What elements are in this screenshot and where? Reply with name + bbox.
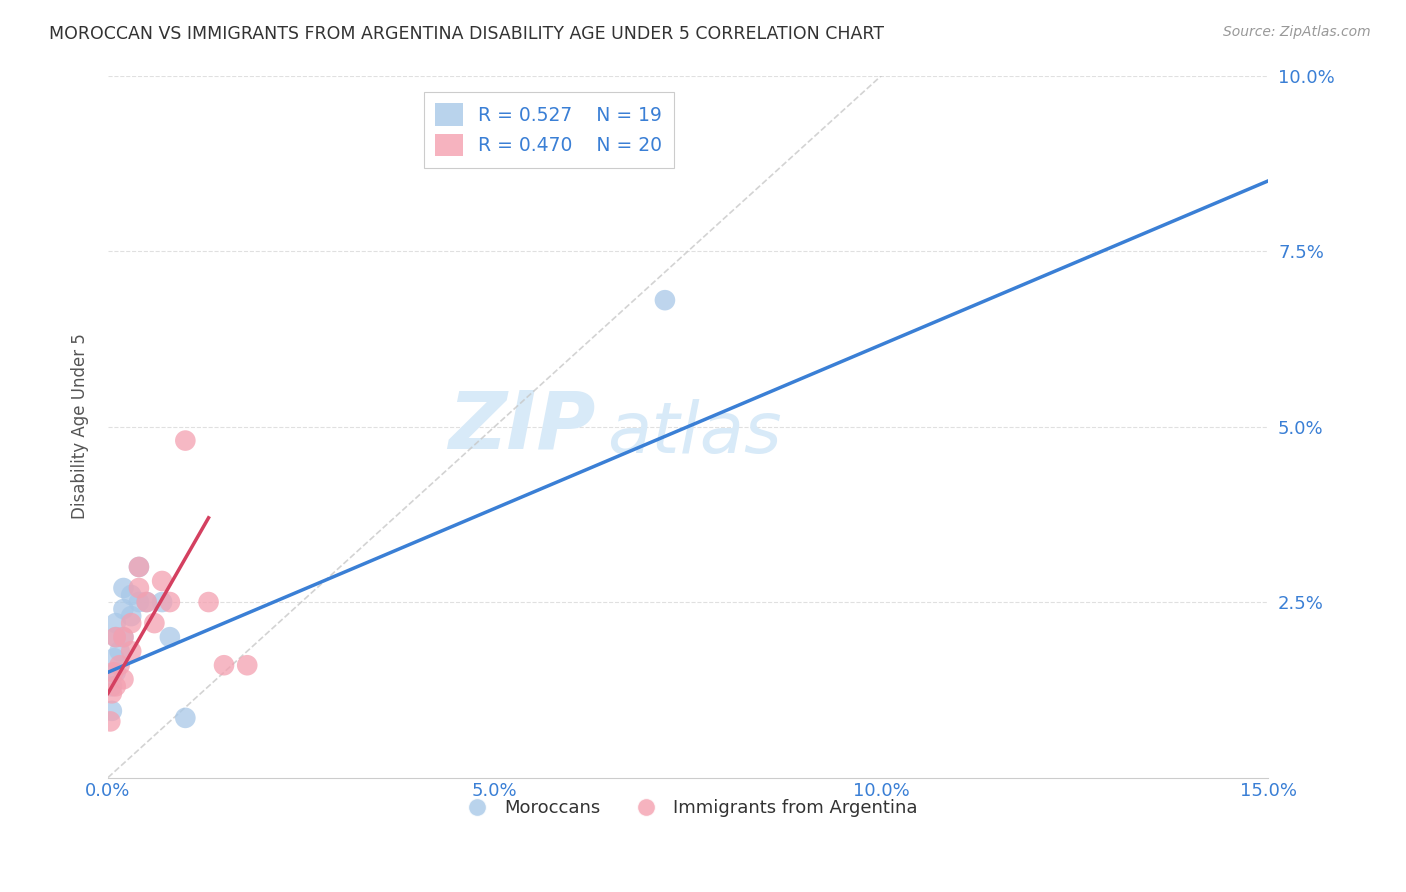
Point <box>112 630 135 644</box>
Point <box>128 560 150 574</box>
Point <box>101 686 124 700</box>
Point <box>112 581 135 595</box>
Point <box>150 595 173 609</box>
Point <box>159 630 181 644</box>
Point <box>120 609 142 624</box>
Point <box>120 588 142 602</box>
Point <box>98 714 121 729</box>
Text: ZIP: ZIP <box>449 387 595 466</box>
Point <box>128 595 150 609</box>
Text: Source: ZipAtlas.com: Source: ZipAtlas.com <box>1223 25 1371 39</box>
Point <box>120 644 142 658</box>
Point <box>101 679 124 693</box>
Point <box>112 630 135 644</box>
Point <box>654 293 676 308</box>
Point <box>108 644 131 658</box>
Point <box>143 616 166 631</box>
Point <box>174 711 197 725</box>
Text: atlas: atlas <box>607 399 782 468</box>
Point <box>108 658 131 673</box>
Point <box>104 665 127 680</box>
Point <box>128 581 150 595</box>
Point <box>159 595 181 609</box>
Point <box>104 616 127 631</box>
Point <box>103 665 125 680</box>
Point <box>101 704 124 718</box>
Legend: Moroccans, Immigrants from Argentina: Moroccans, Immigrants from Argentina <box>451 792 924 825</box>
Point <box>104 630 127 644</box>
Point <box>103 651 125 665</box>
Point <box>128 560 150 574</box>
Y-axis label: Disability Age Under 5: Disability Age Under 5 <box>72 334 89 519</box>
Point <box>112 602 135 616</box>
Point <box>104 679 127 693</box>
Point <box>236 658 259 673</box>
Point <box>120 616 142 631</box>
Point <box>212 658 235 673</box>
Point <box>135 595 157 609</box>
Point <box>150 574 173 588</box>
Point <box>104 630 127 644</box>
Point <box>112 673 135 687</box>
Text: MOROCCAN VS IMMIGRANTS FROM ARGENTINA DISABILITY AGE UNDER 5 CORRELATION CHART: MOROCCAN VS IMMIGRANTS FROM ARGENTINA DI… <box>49 25 884 43</box>
Point <box>135 595 157 609</box>
Point <box>197 595 219 609</box>
Point <box>174 434 197 448</box>
